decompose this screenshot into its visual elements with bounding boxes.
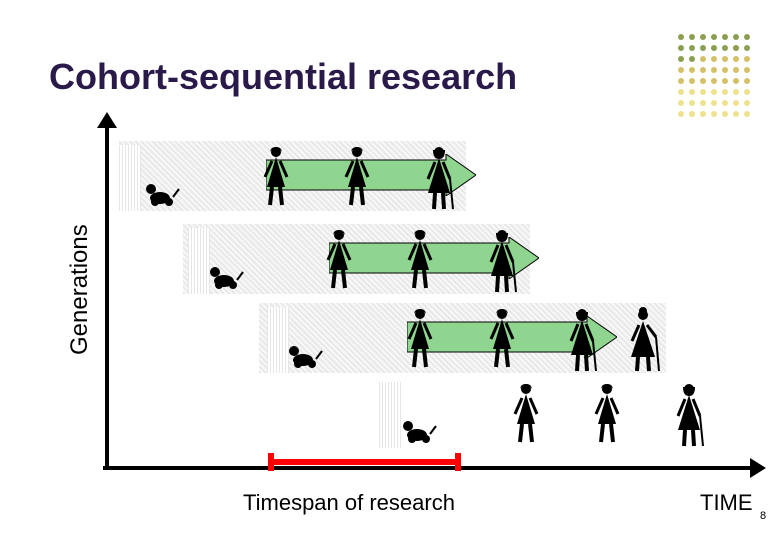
timespan-label: Timespan of research <box>243 490 455 516</box>
slide-number: 8 <box>760 510 766 522</box>
time-label: TIME <box>700 490 753 516</box>
timespan-marker <box>0 0 780 540</box>
